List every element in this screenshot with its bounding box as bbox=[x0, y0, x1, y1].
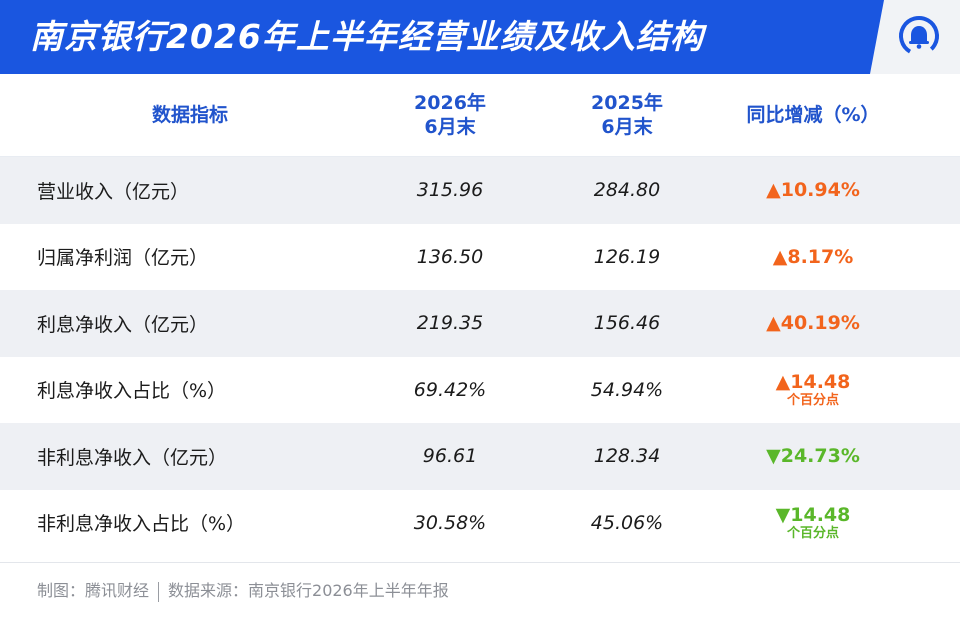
value-2026: 219.35 bbox=[416, 312, 484, 335]
change-value: ▲8.17% bbox=[772, 245, 854, 268]
row-label: 利息净收入占比（%） bbox=[37, 380, 227, 403]
performance-table: 数据指标 2026年 6月末 2025年 6月末 同比增减（%） 营业收入（亿元… bbox=[0, 74, 960, 556]
change-cell: ▲8.17% bbox=[718, 224, 908, 291]
change-cell: ▲40.19% bbox=[718, 290, 908, 357]
change-value: ▲10.94% bbox=[766, 179, 860, 202]
table-row: 非利息净收入（亿元） 96.61 128.34 ▼24.73% bbox=[0, 423, 960, 490]
change-unit-note: 个百分点 bbox=[786, 525, 839, 541]
table-row: 非利息净收入占比（%） 30.58% 45.06% ▼14.48 个百分点 bbox=[0, 489, 960, 557]
value-2025: 156.46 bbox=[593, 312, 661, 335]
change-cell: ▲14.48 个百分点 bbox=[718, 357, 908, 424]
header-2026: 2026年 6月末 bbox=[360, 74, 540, 156]
header-yoy-change: 同比增减（%） bbox=[746, 104, 880, 126]
value-2026: 136.50 bbox=[416, 245, 484, 268]
value-2026: 315.96 bbox=[416, 179, 484, 202]
change-value: ▼24.73% bbox=[766, 445, 860, 468]
change-cell: ▼24.73% bbox=[718, 423, 908, 490]
table-row: 利息净收入（亿元） 219.35 156.46 ▲40.19% bbox=[0, 290, 960, 357]
row-label: 营业收入（亿元） bbox=[37, 180, 190, 203]
change-number: ▲14.48 bbox=[775, 370, 851, 393]
chart-credit: 制图：腾讯财经 bbox=[37, 581, 150, 600]
value-2026: 69.42% bbox=[413, 378, 487, 401]
footer-divider bbox=[158, 581, 160, 602]
row-label: 利息净收入（亿元） bbox=[37, 313, 209, 336]
header-2025-month: 6月末 bbox=[601, 116, 653, 138]
table-row: 利息净收入占比（%） 69.42% 54.94% ▲14.48 个百分点 bbox=[0, 356, 960, 424]
change-value: ▲14.48 个百分点 bbox=[776, 371, 851, 409]
table-row: 营业收入（亿元） 315.96 284.80 ▲10.94% bbox=[0, 157, 960, 224]
change-cell: ▲10.94% bbox=[718, 157, 908, 224]
change-cell: ▼14.48 个百分点 bbox=[718, 490, 908, 557]
header-metric: 数据指标 bbox=[152, 104, 229, 126]
data-source: 数据来源：南京银行2026年上半年年报 bbox=[168, 581, 449, 600]
bell-logo-icon bbox=[899, 16, 939, 56]
header-2025: 2025年 6月末 bbox=[537, 74, 717, 156]
header-2026-month: 6月末 bbox=[424, 116, 476, 138]
footer: 制图：腾讯财经 数据来源：南京银行2026年上半年年报 bbox=[0, 562, 960, 618]
page-title: 南京银行2026年上半年经营业绩及收入结构 bbox=[30, 17, 704, 56]
value-2025: 284.80 bbox=[593, 179, 661, 202]
row-label: 非利息净收入占比（%） bbox=[37, 513, 246, 536]
logo-tab bbox=[870, 0, 960, 74]
value-2025: 54.94% bbox=[590, 378, 664, 401]
change-unit-note: 个百分点 bbox=[786, 392, 839, 408]
table-row: 归属净利润（亿元） 136.50 126.19 ▲8.17% bbox=[0, 223, 960, 291]
header-2026-year: 2026年 bbox=[414, 92, 486, 114]
row-label: 非利息净收入（亿元） bbox=[37, 446, 228, 469]
value-2026: 30.58% bbox=[413, 511, 487, 534]
value-2025: 128.34 bbox=[593, 445, 661, 468]
header-bar: 南京银行2026年上半年经营业绩及收入结构 bbox=[0, 0, 960, 74]
value-2026: 96.61 bbox=[422, 445, 478, 468]
change-value: ▼14.48 个百分点 bbox=[776, 504, 851, 542]
value-2025: 126.19 bbox=[593, 245, 661, 268]
table-header: 数据指标 2026年 6月末 2025年 6月末 同比增减（%） bbox=[0, 74, 960, 157]
change-value: ▲40.19% bbox=[766, 312, 860, 335]
change-number: ▼14.48 bbox=[775, 503, 851, 526]
value-2025: 45.06% bbox=[590, 511, 664, 534]
header-2025-year: 2025年 bbox=[591, 92, 663, 114]
footer-text: 制图：腾讯财经 数据来源：南京银行2026年上半年年报 bbox=[37, 563, 449, 618]
row-label: 归属净利润（亿元） bbox=[37, 247, 209, 270]
